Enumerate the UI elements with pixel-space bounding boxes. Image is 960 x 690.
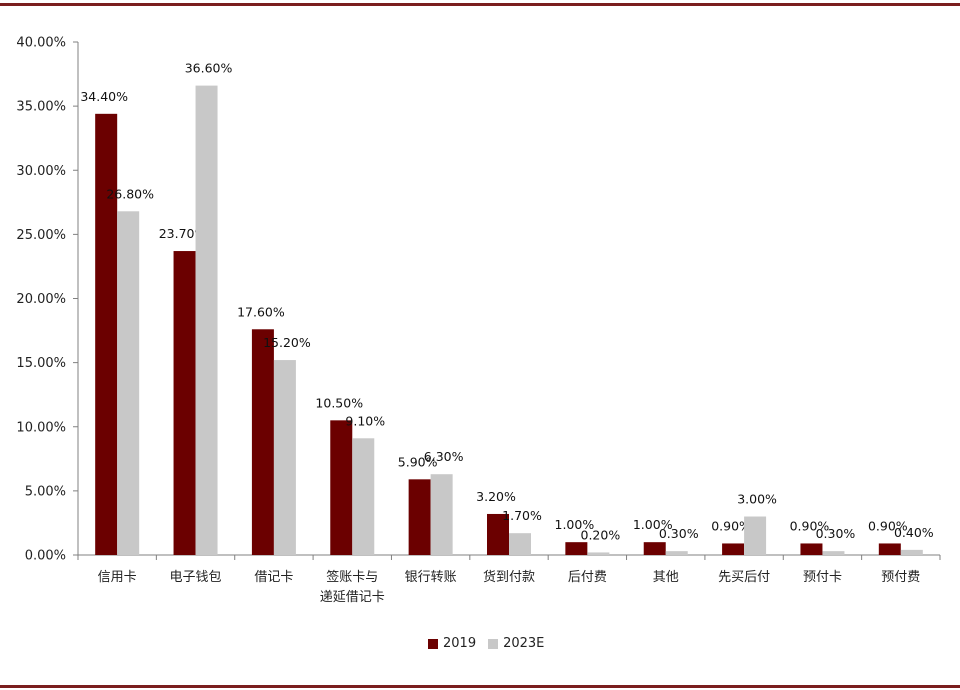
value-label-2023e-7: 0.30% — [659, 526, 699, 541]
y-tick-label: 10.00% — [16, 420, 66, 435]
bar-2023e-9 — [822, 551, 845, 555]
category-label: 预付卡 — [803, 570, 842, 585]
value-label-2019-5: 3.20% — [476, 489, 516, 504]
value-label-2023e-8: 3.00% — [737, 492, 777, 507]
value-label-2019-0: 34.40% — [80, 89, 128, 104]
category-label: 银行转账 — [405, 570, 457, 585]
y-tick-label: 35.00% — [16, 100, 66, 115]
value-label-2023e-0: 26.80% — [106, 186, 154, 201]
bar-2023e-8 — [744, 516, 767, 555]
y-tick-label: 25.00% — [16, 228, 66, 243]
value-label-2019-7: 1.00% — [633, 517, 673, 532]
bar-2023e-0 — [117, 211, 140, 556]
bar-2019-9 — [800, 543, 823, 555]
bar-2023e-6 — [587, 552, 610, 555]
value-label-2019-4: 5.90% — [398, 454, 438, 469]
category-label: 递延借记卡 — [320, 590, 385, 605]
legend-label-2019: 2019 — [443, 636, 477, 651]
bar-2019-10 — [878, 543, 901, 555]
bar-2019-4 — [408, 479, 431, 555]
category-label: 信用卡 — [98, 570, 137, 585]
category-label: 货到付款 — [483, 569, 535, 585]
value-label-2023e-4: 6.30% — [424, 449, 464, 464]
bar-2023e-3 — [352, 438, 375, 555]
value-label-2023e-9: 0.30% — [816, 526, 856, 541]
y-tick-label: 0.00% — [25, 549, 66, 564]
bar-2019-2 — [251, 329, 274, 555]
y-tick-label: 30.00% — [16, 164, 66, 179]
value-label-2019-10: 0.90% — [868, 518, 908, 533]
legend-item-2019: 2019 — [428, 636, 476, 651]
bar-2023e-4 — [430, 474, 453, 555]
category-label: 后付费 — [568, 570, 607, 585]
category-label: 电子钱包 — [170, 570, 222, 585]
value-label-2023e-1: 36.60% — [185, 61, 233, 76]
top-rule — [0, 3, 960, 6]
value-label-2019-8: 0.90% — [711, 518, 751, 533]
value-label-2019-9: 0.90% — [790, 518, 830, 533]
bar-2023e-2 — [273, 360, 296, 555]
bar-2019-3 — [330, 420, 353, 555]
category-label: 其他 — [653, 570, 679, 585]
bar-chart: 0.00% 5.00% 10.00% 15.00% 20.00% 25.00% 30.00%… — [16, 36, 941, 605]
category-label: 预付费 — [881, 570, 920, 585]
bar-2023e-7 — [665, 551, 688, 555]
bar-2019-6 — [565, 542, 588, 555]
y-tick-label: 20.00% — [16, 292, 66, 307]
bar-2019-8 — [722, 543, 745, 555]
bar-2023e-5 — [509, 533, 531, 555]
value-label-2023e-10: 0.40% — [894, 525, 934, 540]
value-label-2019-1: 23.70% — [159, 226, 207, 241]
bar-2019-7 — [643, 542, 666, 555]
value-label-2023e-5: 1.70% — [502, 508, 542, 523]
y-tick-label: 15.00% — [16, 356, 66, 371]
legend-item-2023e: 2023E — [488, 636, 544, 651]
value-label-2019-3: 10.50% — [315, 395, 363, 410]
value-label-2019-6: 1.00% — [555, 517, 595, 532]
category-label: 借记卡 — [254, 570, 293, 585]
bar-2019-0 — [95, 113, 118, 555]
legend-swatch-2019 — [428, 638, 438, 649]
bar-2023e-10 — [900, 549, 923, 555]
bottom-rule — [0, 685, 960, 688]
category-label: 先买后付 — [718, 570, 770, 585]
legend-swatch-2023e — [488, 638, 499, 649]
value-label-2023e-3: 9.10% — [345, 413, 385, 428]
bar-2019-1 — [173, 251, 196, 556]
y-tick-label: 40.00% — [16, 36, 66, 51]
value-label-2023e-2: 15.20% — [263, 335, 311, 350]
bar-2019-5 — [487, 513, 509, 555]
category-label: 签账卡与 — [326, 569, 378, 585]
legend: 2019 2023E — [428, 636, 556, 651]
legend-label-2023e: 2023E — [503, 636, 545, 651]
bar-2023e-1 — [195, 85, 218, 555]
value-label-2023e-6: 0.20% — [581, 527, 621, 542]
y-tick-label: 5.00% — [25, 484, 66, 499]
value-label-2019-2: 17.60% — [237, 304, 285, 319]
